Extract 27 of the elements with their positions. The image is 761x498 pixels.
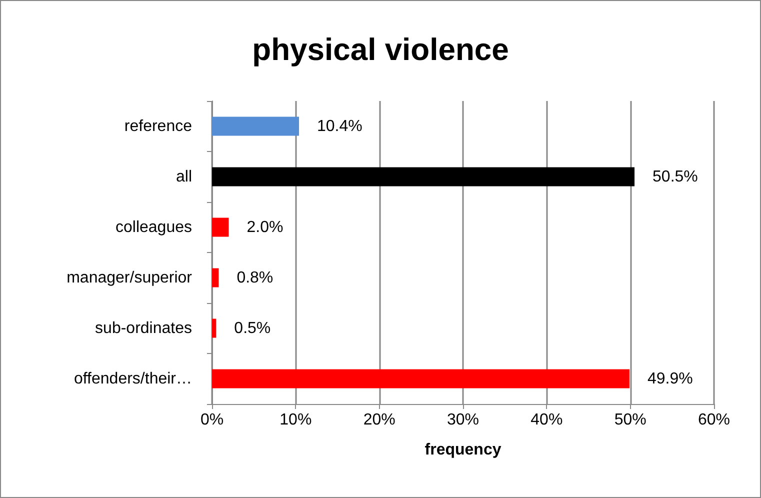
data-label: 10.4% — [317, 118, 362, 135]
chart-title: physical violence — [252, 32, 509, 67]
y-tick-label: sub-ordinates — [95, 320, 192, 337]
bar — [212, 116, 300, 136]
x-tick-label: 40% — [530, 412, 563, 428]
x-axis-title: frequency — [424, 442, 502, 458]
x-tick-label: 60% — [698, 412, 730, 428]
x-tick-label: 30% — [446, 412, 480, 428]
y-tick-label: reference — [124, 118, 192, 135]
bar — [212, 167, 635, 186]
bar — [212, 268, 219, 288]
data-label: 2.0% — [246, 218, 284, 236]
x-tick-label: 0% — [200, 412, 224, 428]
y-tick-label: manager/superior — [66, 269, 193, 286]
data-label: 49.9% — [647, 370, 693, 388]
y-tick-label: all — [176, 168, 192, 186]
y-tick-label: offenders/their… — [74, 370, 192, 388]
x-tick-label: 20% — [363, 412, 396, 428]
x-tick-label: 50% — [614, 412, 646, 428]
bar — [212, 369, 630, 388]
y-tick-label: colleagues — [116, 218, 192, 236]
bar — [212, 318, 216, 338]
bar — [212, 218, 229, 237]
data-label: 0.5% — [234, 320, 271, 337]
data-label: 50.5% — [652, 168, 698, 186]
data-label: 0.8% — [236, 269, 274, 286]
x-tick-label: 10% — [280, 412, 312, 428]
